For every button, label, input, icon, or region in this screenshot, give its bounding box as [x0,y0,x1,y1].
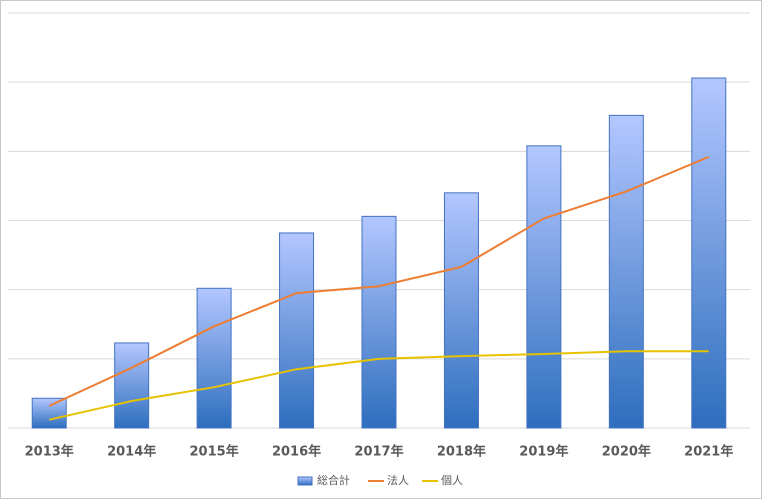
bar [114,342,150,429]
bar [361,215,397,429]
x-tick-label: 2019年 [519,444,568,460]
x-tick-label: 2016年 [272,444,321,460]
bar [279,232,315,429]
x-tick-label: 2015年 [190,444,239,460]
bar [196,287,232,429]
legend-label: 総合計 [317,473,350,487]
x-tick-label: 2021年 [684,444,733,460]
legend-label: 法人 [387,473,409,487]
x-tick-label: 2017年 [354,444,403,460]
bar [608,114,644,429]
legend-swatch [297,476,313,486]
bar [691,77,727,429]
line-series [48,155,710,407]
x-tick-label: 2018年 [437,444,486,460]
line-series [49,350,709,421]
bar [443,192,479,429]
legend-label: 個人 [441,474,463,487]
x-tick-label: 2020年 [602,444,651,460]
bar [526,145,562,429]
x-tick-label: 2014年 [107,444,156,460]
bar [31,397,67,429]
x-tick-label: 2013年 [25,444,74,460]
